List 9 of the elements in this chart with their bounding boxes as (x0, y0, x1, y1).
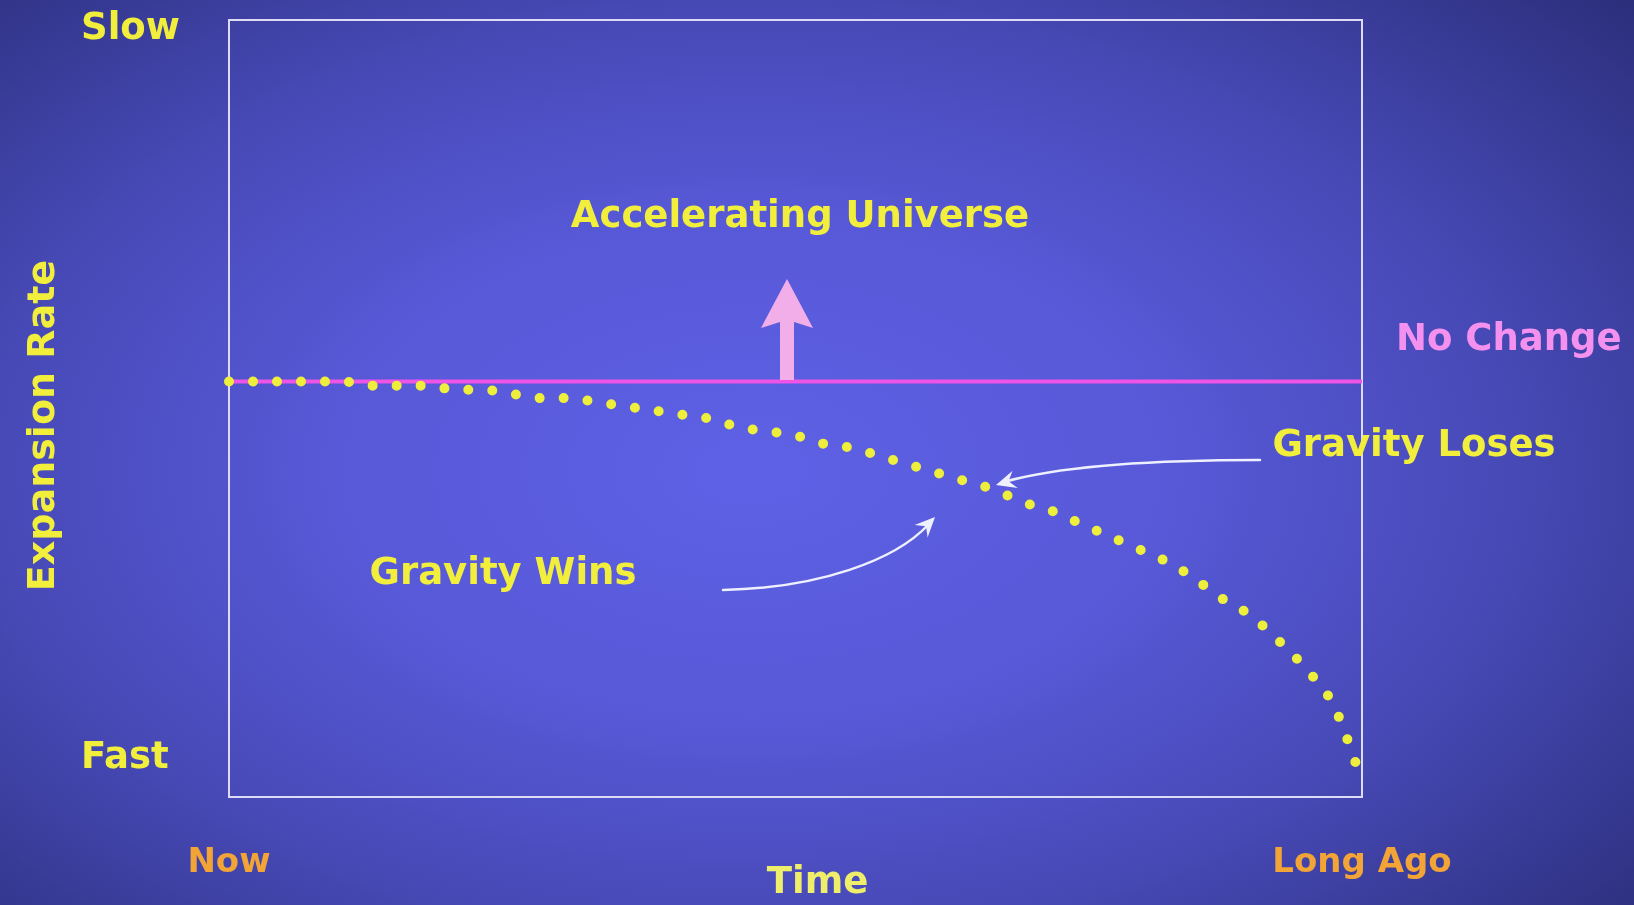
y-axis-title: Expansion Rate (18, 259, 63, 592)
x-tick-label: Long Ago (1272, 839, 1452, 880)
series-label: No Change (1396, 316, 1622, 360)
text: Fast (81, 733, 169, 777)
text: Accelerating Universe (570, 192, 1030, 236)
x-axis-title: Time (766, 858, 869, 902)
text: Slow (81, 4, 180, 48)
annotation: Gravity Wins (369, 549, 637, 593)
x-tick-label: Now (187, 839, 271, 880)
